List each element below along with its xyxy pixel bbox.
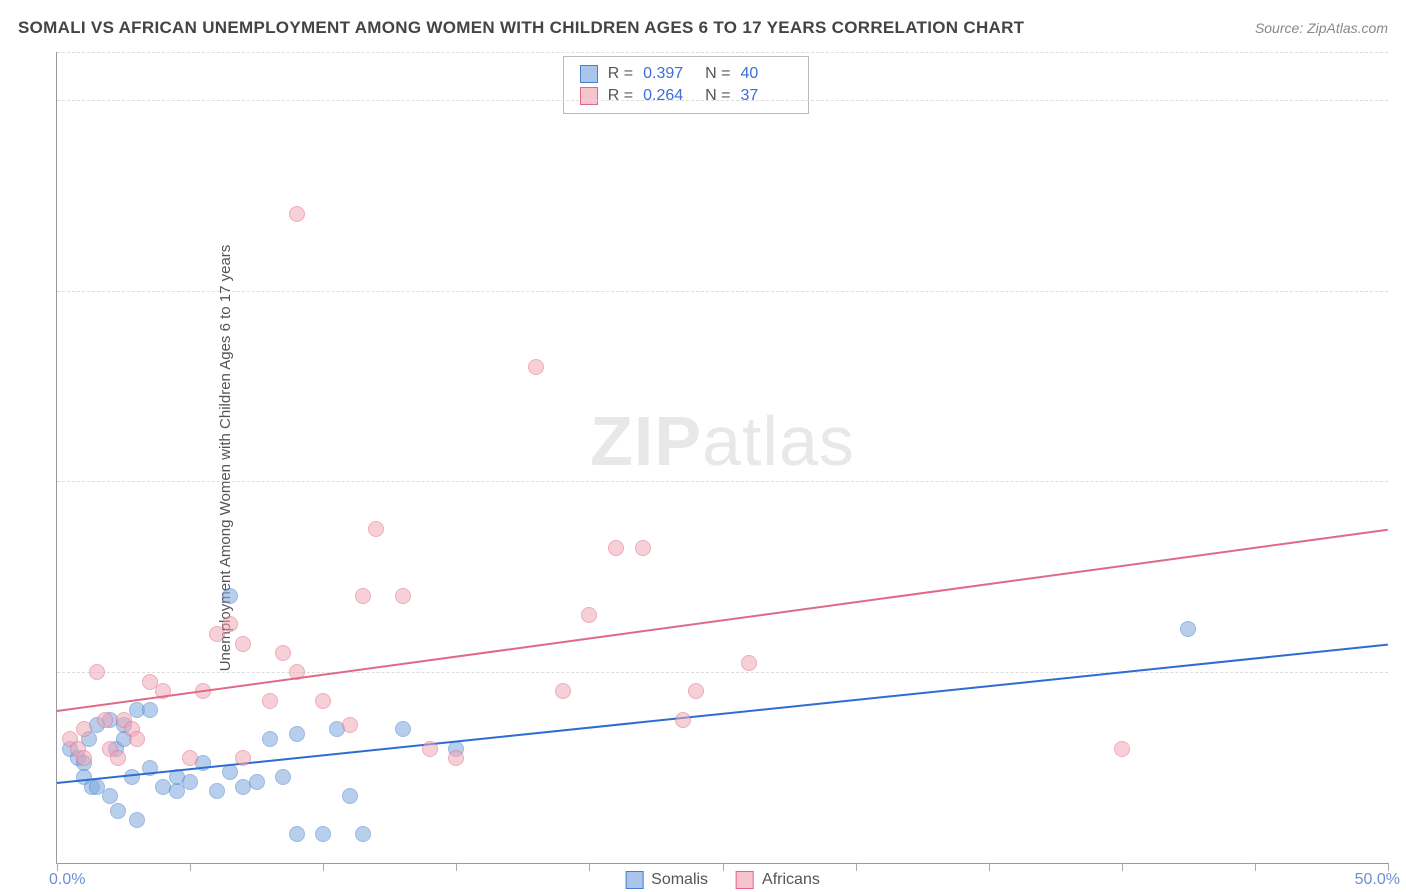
data-point	[422, 741, 438, 757]
gridline	[57, 291, 1388, 292]
legend-label: Africans	[762, 871, 820, 889]
data-point	[182, 750, 198, 766]
data-point	[635, 540, 651, 556]
data-point	[76, 750, 92, 766]
data-point	[448, 750, 464, 766]
data-point	[222, 616, 238, 632]
y-tick-label: 80.0%	[1400, 91, 1406, 109]
data-point	[581, 607, 597, 623]
x-tick	[589, 863, 590, 871]
data-point	[395, 588, 411, 604]
data-point	[395, 721, 411, 737]
data-point	[355, 826, 371, 842]
data-point	[262, 693, 278, 709]
data-point	[110, 803, 126, 819]
data-point	[275, 645, 291, 661]
trend-line	[57, 644, 1388, 784]
data-point	[249, 774, 265, 790]
series-swatch	[580, 65, 598, 83]
n-label: N =	[705, 87, 730, 105]
y-tick-label: 60.0%	[1400, 282, 1406, 300]
r-value: 0.397	[643, 65, 695, 83]
series-swatch	[580, 87, 598, 105]
x-tick	[1122, 863, 1123, 871]
data-point	[342, 717, 358, 733]
x-tick	[989, 863, 990, 871]
data-point	[289, 726, 305, 742]
data-point	[129, 731, 145, 747]
legend-label: Somalis	[651, 871, 708, 889]
stat-row: R = 0.397 N = 40	[580, 63, 793, 85]
data-point	[289, 826, 305, 842]
data-point	[368, 521, 384, 537]
legend-item: Somalis	[625, 871, 708, 889]
gridline	[57, 100, 1388, 101]
legend-swatch	[736, 871, 754, 889]
data-point	[741, 655, 757, 671]
correlation-stats-box: R = 0.397 N = 40 R = 0.264 N = 37	[563, 56, 810, 114]
data-point	[222, 588, 238, 604]
x-axis-min-label: 0.0%	[49, 871, 85, 889]
data-point	[262, 731, 278, 747]
data-point	[275, 769, 291, 785]
x-tick	[1388, 863, 1389, 871]
data-point	[289, 206, 305, 222]
header: SOMALI VS AFRICAN UNEMPLOYMENT AMONG WOM…	[18, 18, 1388, 38]
data-point	[675, 712, 691, 728]
x-tick	[723, 863, 724, 871]
legend-swatch	[625, 871, 643, 889]
data-point	[129, 812, 145, 828]
chart-title: SOMALI VS AFRICAN UNEMPLOYMENT AMONG WOM…	[18, 18, 1024, 38]
r-label: R =	[608, 87, 633, 105]
x-tick	[456, 863, 457, 871]
data-point	[555, 683, 571, 699]
gridline	[57, 672, 1388, 673]
data-point	[1180, 621, 1196, 637]
x-tick	[1255, 863, 1256, 871]
x-tick	[856, 863, 857, 871]
data-point	[182, 774, 198, 790]
r-value: 0.264	[643, 87, 695, 105]
x-tick	[190, 863, 191, 871]
x-tick	[323, 863, 324, 871]
n-value: 40	[740, 65, 792, 83]
plot-region: ZIPatlas R =0.397N =40R =0.264N =37 0.0%…	[56, 52, 1388, 864]
data-point	[315, 693, 331, 709]
data-point	[342, 788, 358, 804]
data-point	[209, 783, 225, 799]
source-attribution: Source: ZipAtlas.com	[1255, 20, 1388, 36]
watermark: ZIPatlas	[590, 401, 855, 481]
chart-area: Unemployment Among Women with Children A…	[56, 52, 1388, 864]
data-point	[235, 636, 251, 652]
x-axis-max-label: 50.0%	[1355, 871, 1400, 889]
data-point	[355, 588, 371, 604]
x-tick	[57, 863, 58, 871]
data-point	[1114, 741, 1130, 757]
data-point	[688, 683, 704, 699]
n-value: 37	[740, 87, 792, 105]
y-tick-label: 40.0%	[1400, 472, 1406, 490]
data-point	[110, 750, 126, 766]
data-point	[315, 826, 331, 842]
data-point	[222, 764, 238, 780]
y-tick-label: 20.0%	[1400, 663, 1406, 681]
legend-item: Africans	[736, 871, 820, 889]
legend: Somalis Africans	[625, 871, 820, 889]
data-point	[608, 540, 624, 556]
data-point	[124, 769, 140, 785]
stat-row: R = 0.264 N = 37	[580, 85, 793, 107]
data-point	[142, 702, 158, 718]
n-label: N =	[705, 65, 730, 83]
data-point	[528, 359, 544, 375]
r-label: R =	[608, 65, 633, 83]
data-point	[235, 750, 251, 766]
data-point	[97, 712, 113, 728]
data-point	[89, 664, 105, 680]
gridline	[57, 481, 1388, 482]
gridline	[57, 52, 1388, 53]
data-point	[76, 721, 92, 737]
